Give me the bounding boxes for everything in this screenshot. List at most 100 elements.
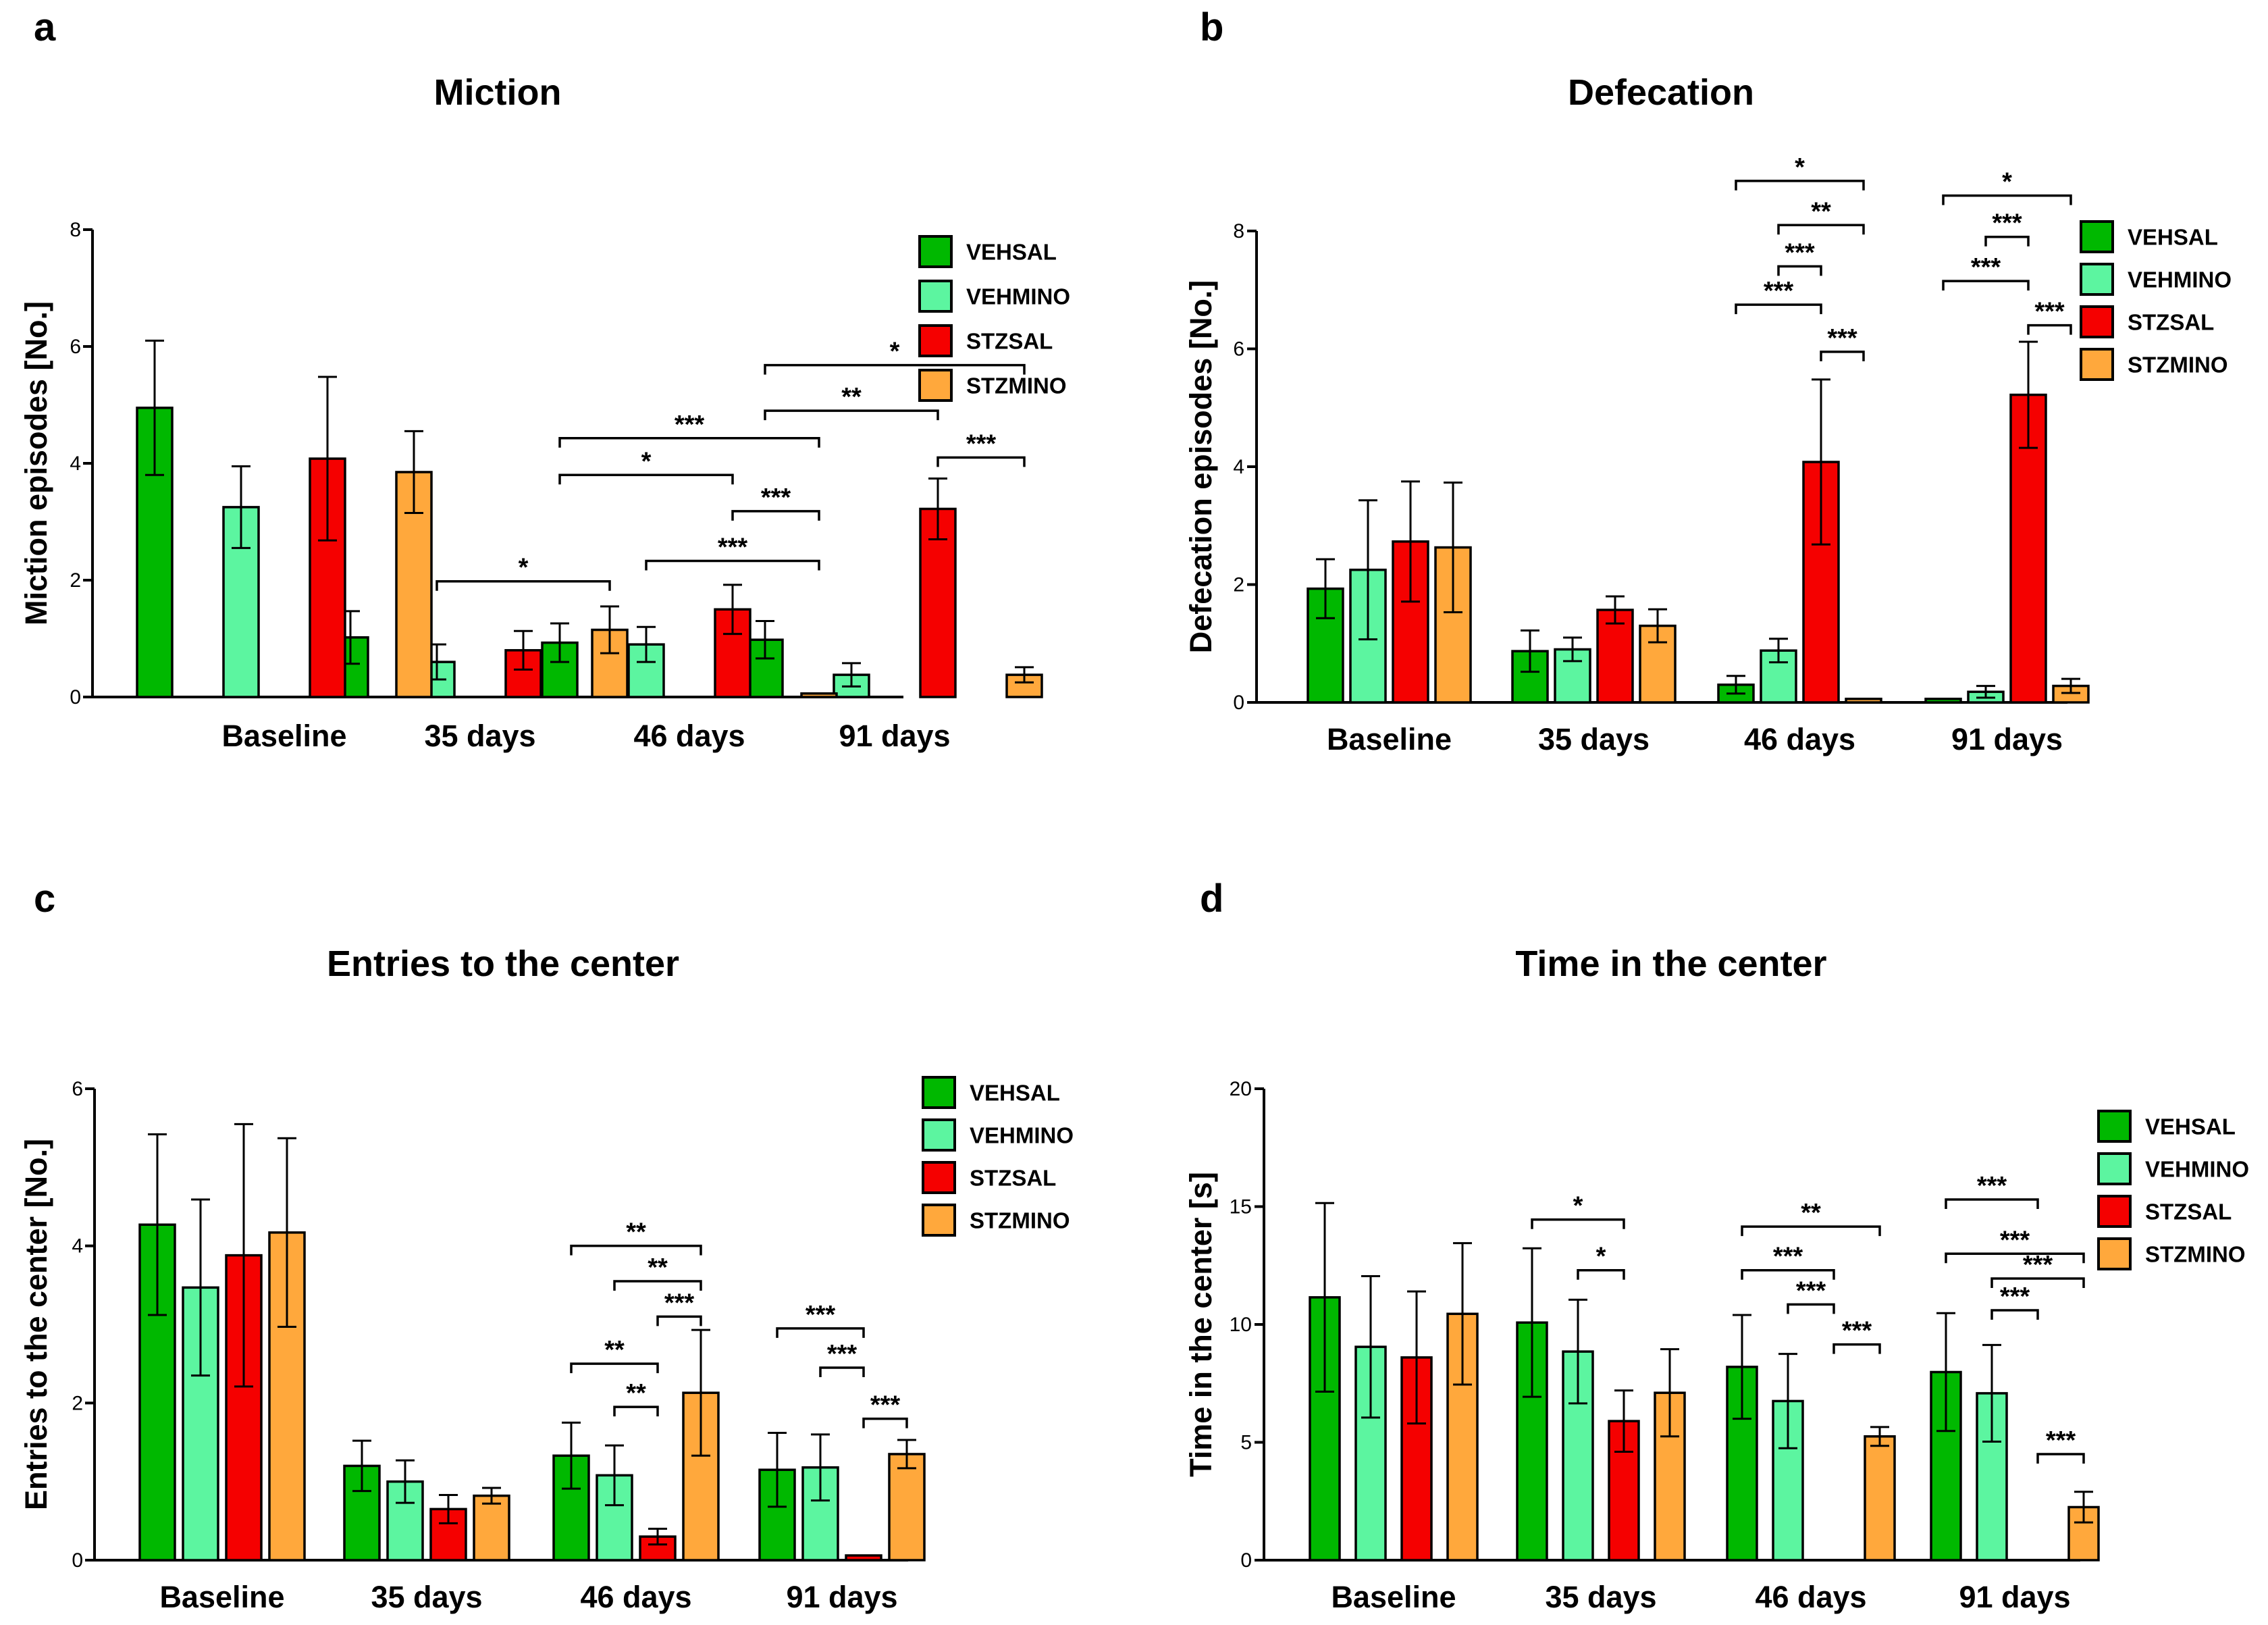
significance-bracket: [1942, 194, 2072, 205]
significance-label: ***: [806, 1301, 836, 1329]
legend-label: VEHSAL: [2128, 225, 2218, 250]
legend-label: VEHMINO: [966, 284, 1070, 309]
significance-label: ***: [1773, 1243, 1803, 1271]
bar-vehsal-2: [552, 1454, 590, 1562]
significance-label: ***: [1796, 1276, 1826, 1305]
x-tick-label: 91 days: [1959, 1580, 2070, 1614]
legend-swatch-stzsal: [2097, 1195, 2132, 1228]
significance-bracket: [2036, 1453, 2085, 1464]
significance-label: *: [1573, 1192, 1583, 1220]
significance-label: ***: [870, 1391, 901, 1420]
legend-label: STZSAL: [2128, 310, 2214, 335]
significance-bracket: [1945, 1198, 2039, 1210]
bar-stzmino-2: [800, 692, 838, 698]
y-tick-label: 2: [1233, 574, 1244, 596]
legend-swatch-vehmino: [922, 1118, 956, 1152]
significance-bracket: [764, 409, 939, 421]
significance-label: *: [519, 554, 529, 582]
x-tick-label: 35 days: [1538, 722, 1650, 756]
significance-label: *: [890, 338, 900, 366]
legend-swatch-stzsal: [2080, 305, 2114, 338]
significance-bracket: [436, 579, 611, 591]
legend-swatch-vehsal: [2097, 1110, 2132, 1143]
x-tick-label: Baseline: [159, 1580, 284, 1614]
significance-label: ***: [1785, 238, 1815, 267]
x-tick-label: Baseline: [1331, 1580, 1456, 1614]
significance-label: **: [626, 1379, 646, 1408]
y-axis-label: Time in the center [s]: [1184, 1172, 1218, 1477]
x-tick-label: 35 days: [371, 1580, 482, 1614]
panel-label: d: [1200, 877, 1223, 921]
y-axis-label: Defecation episodes [No.]: [1184, 280, 1218, 654]
y-tick-label: 0: [72, 1549, 83, 1572]
bar-stzmino-1: [473, 1494, 510, 1562]
x-tick-label: 46 days: [1755, 1580, 1866, 1614]
y-axis-label: Entries to the center [No.]: [19, 1139, 53, 1510]
significance-bracket: [645, 559, 820, 571]
panel-title: Miction: [434, 72, 562, 113]
y-tick-label: 2: [70, 569, 81, 592]
significance-label: ***: [1827, 324, 1857, 353]
significance-bracket: [1984, 235, 2030, 247]
significance-bracket: [731, 510, 820, 521]
legend-label: STZMINO: [970, 1208, 1070, 1233]
significance-label: *: [1596, 1243, 1606, 1271]
significance-label: **: [1801, 1199, 1821, 1227]
significance-label: **: [841, 383, 862, 411]
significance-label: ***: [966, 430, 997, 458]
significance-bracket: [558, 473, 734, 485]
significance-bracket: [570, 1362, 659, 1374]
legend-label: VEHMINO: [2128, 267, 2232, 292]
significance-bracket: [1832, 1343, 1881, 1354]
panel-title: Time in the center: [1515, 944, 1826, 984]
legend-label: STZSAL: [970, 1166, 1056, 1191]
legend-swatch-vehsal: [922, 1076, 956, 1109]
significance-bracket: [1787, 1303, 1835, 1314]
significance-label: ***: [1992, 209, 2022, 238]
panel-title: Entries to the center: [327, 944, 679, 984]
significance-label: **: [626, 1218, 646, 1247]
bar-stzmino-2: [1864, 1435, 1896, 1562]
panel-d: d Time in the center 0 5 10 15 20 Time in the c…: [1184, 877, 2249, 1614]
y-tick-label: 0: [1240, 1549, 1252, 1572]
legend-label: STZSAL: [966, 329, 1053, 354]
significance-bracket: [1741, 1268, 1835, 1280]
significance-bracket: [1777, 224, 1865, 235]
legend-label: VEHMINO: [970, 1123, 1074, 1148]
significance-label: ***: [1764, 277, 1794, 305]
legend-swatch-stzmino: [922, 1204, 956, 1237]
y-axis-label: Miction episodes [No.]: [19, 301, 53, 625]
significance-bracket: [613, 1280, 702, 1291]
panel-b: b Defecation 0 2 4 6 8 Defecation episodes [No.…: [1184, 5, 2232, 756]
legend-label: VEHSAL: [970, 1081, 1060, 1106]
legend-swatch-stzmino: [918, 369, 953, 402]
significance-label: *: [1795, 153, 1805, 182]
bar-stzsal-1: [1596, 609, 1634, 704]
legend-swatch-stzmino: [2080, 348, 2114, 381]
significance-label: ***: [1842, 1317, 1872, 1345]
significance-label: ***: [2000, 1226, 2030, 1254]
significance-label: **: [1811, 197, 1831, 226]
significance-bracket: [1741, 1225, 1881, 1237]
panel-label: b: [1200, 5, 1223, 49]
y-tick-label: 6: [70, 336, 81, 358]
x-tick-label: 91 days: [839, 719, 950, 753]
significance-label: *: [2002, 168, 2012, 197]
x-tick-label: 91 days: [786, 1580, 897, 1614]
legend-swatch-stzsal: [918, 324, 953, 357]
legend-label: VEHMINO: [2145, 1157, 2249, 1182]
significance-label: ***: [2023, 1251, 2053, 1279]
significance-bracket: [558, 437, 820, 448]
y-tick-label: 20: [1230, 1078, 1252, 1100]
y-tick-label: 4: [72, 1235, 83, 1258]
panel-a: a Miction 0 2 4 6 8 Miction episodes [No.] Basel…: [19, 5, 1070, 753]
legend-label: STZMINO: [966, 373, 1066, 398]
legend-label: STZSAL: [2145, 1200, 2232, 1224]
significance-bracket: [1945, 1252, 2085, 1264]
y-tick-label: 0: [70, 686, 81, 708]
significance-bracket: [1990, 1309, 2039, 1320]
significance-label: *: [641, 447, 652, 475]
significance-label: ***: [675, 411, 705, 439]
significance-label: ***: [1971, 253, 2001, 282]
